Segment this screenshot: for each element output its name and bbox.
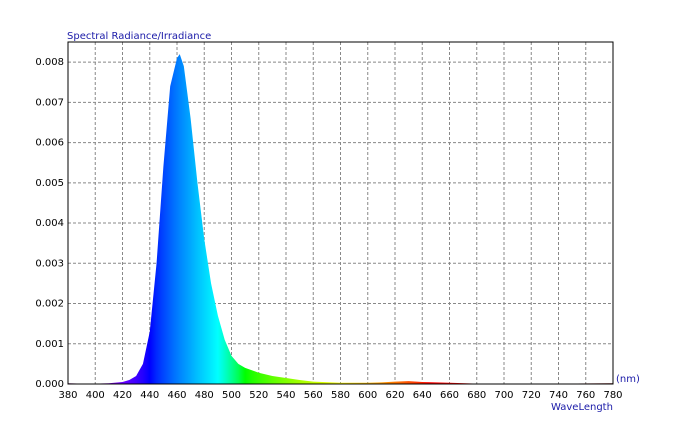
x-tick-label: 380 (58, 390, 77, 401)
chart-title: Spectral Radiance/Irradiance (67, 31, 211, 42)
y-tick-label: 0.006 (35, 138, 64, 149)
x-tick-label: 680 (467, 390, 486, 401)
y-tick-label: 0.007 (35, 97, 64, 108)
x-tick-label: 600 (358, 390, 377, 401)
x-tick-label: 540 (276, 390, 295, 401)
x-tick-label: 620 (385, 390, 404, 401)
y-tick-label: 0.005 (35, 178, 64, 189)
x-unit: (nm) (616, 374, 640, 385)
y-tick-label: 0.001 (35, 339, 64, 350)
x-tick-label: 780 (603, 390, 622, 401)
x-tick-label: 660 (440, 390, 459, 401)
x-tick-label: 580 (331, 390, 350, 401)
x-tick-label: 700 (494, 390, 513, 401)
x-tick-label: 640 (413, 390, 432, 401)
x-tick-label: 400 (86, 390, 105, 401)
spectrum-area (68, 54, 613, 384)
x-tick-label: 740 (549, 390, 568, 401)
x-tick-label: 460 (167, 390, 186, 401)
x-tick-label: 480 (195, 390, 214, 401)
y-tick-label: 0.008 (35, 57, 64, 68)
x-axis-label: WaveLength (551, 402, 613, 413)
plot-frame (67, 41, 614, 385)
y-tick-label: 0.000 (35, 379, 64, 390)
y-tick-label: 0.003 (35, 258, 64, 269)
x-tick-label: 760 (576, 390, 595, 401)
x-tick-label: 560 (304, 390, 323, 401)
y-tick-label: 0.004 (35, 218, 64, 229)
x-tick-label: 420 (113, 390, 132, 401)
y-tick-label: 0.002 (35, 299, 64, 310)
x-tick-label: 500 (222, 390, 241, 401)
x-tick-label: 440 (140, 390, 159, 401)
x-tick-label: 720 (522, 390, 541, 401)
x-tick-label: 520 (249, 390, 268, 401)
